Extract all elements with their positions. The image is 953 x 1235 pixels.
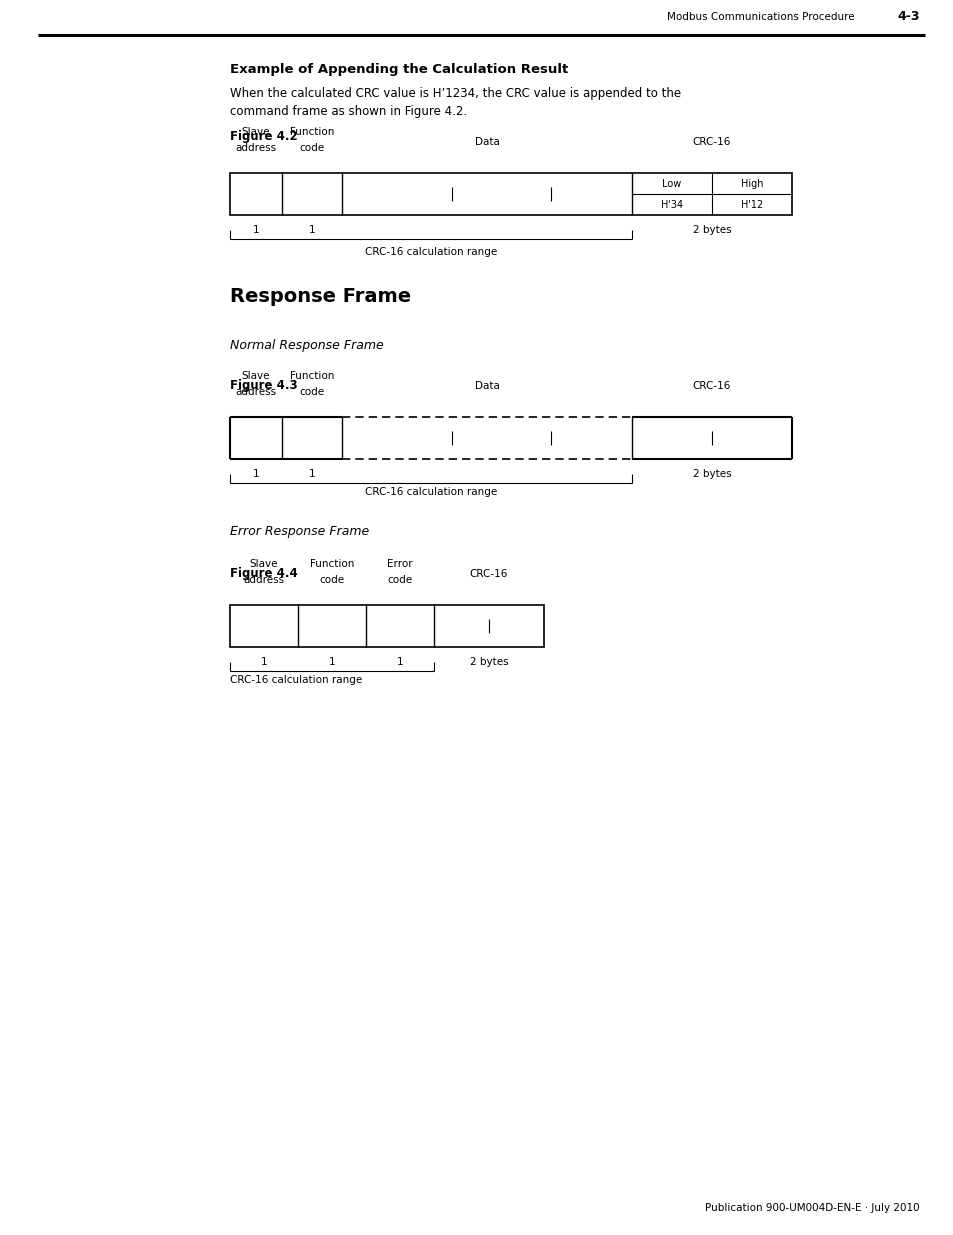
Text: Response Frame: Response Frame xyxy=(230,287,411,306)
Text: address: address xyxy=(235,387,276,396)
Text: Function: Function xyxy=(290,127,334,137)
Bar xyxy=(230,605,543,647)
Text: address: address xyxy=(243,576,284,585)
Text: 1: 1 xyxy=(253,225,259,235)
Text: code: code xyxy=(319,576,344,585)
Bar xyxy=(230,173,791,215)
Text: Function: Function xyxy=(310,559,354,569)
Text: Figure 4.3: Figure 4.3 xyxy=(230,379,297,391)
Text: 2 bytes: 2 bytes xyxy=(692,225,731,235)
Text: Example of Appending the Calculation Result: Example of Appending the Calculation Res… xyxy=(230,63,568,77)
Text: CRC-16 calculation range: CRC-16 calculation range xyxy=(364,247,497,257)
Text: Figure 4.2: Figure 4.2 xyxy=(230,130,297,143)
Text: code: code xyxy=(299,143,324,153)
Text: Function: Function xyxy=(290,370,334,382)
Text: Data: Data xyxy=(474,137,499,147)
Text: CRC-16: CRC-16 xyxy=(692,137,730,147)
Text: Figure 4.4: Figure 4.4 xyxy=(230,567,297,580)
Text: High: High xyxy=(740,179,762,189)
Text: CRC-16: CRC-16 xyxy=(692,382,730,391)
Text: H'34: H'34 xyxy=(660,200,682,210)
Text: 1: 1 xyxy=(329,657,335,667)
Text: Modbus Communications Procedure: Modbus Communications Procedure xyxy=(667,12,854,22)
Text: Error: Error xyxy=(387,559,413,569)
Text: Data: Data xyxy=(474,382,499,391)
Text: 1: 1 xyxy=(309,225,315,235)
Text: Slave: Slave xyxy=(241,370,270,382)
Text: Low: Low xyxy=(661,179,680,189)
Text: 1: 1 xyxy=(260,657,267,667)
Text: code: code xyxy=(299,387,324,396)
Text: Normal Response Frame: Normal Response Frame xyxy=(230,338,383,352)
Text: command frame as shown in Figure 4.2.: command frame as shown in Figure 4.2. xyxy=(230,105,467,119)
Text: 2 bytes: 2 bytes xyxy=(692,469,731,479)
Text: H'12: H'12 xyxy=(740,200,762,210)
Text: Slave: Slave xyxy=(241,127,270,137)
Text: 1: 1 xyxy=(309,469,315,479)
Text: address: address xyxy=(235,143,276,153)
Text: Slave: Slave xyxy=(250,559,278,569)
Text: Publication 900-UM004D-EN-E · July 2010: Publication 900-UM004D-EN-E · July 2010 xyxy=(704,1203,919,1213)
Text: code: code xyxy=(387,576,412,585)
Text: 2 bytes: 2 bytes xyxy=(469,657,508,667)
Text: CRC-16 calculation range: CRC-16 calculation range xyxy=(230,676,362,685)
Text: 4-3: 4-3 xyxy=(897,11,919,23)
Text: 1: 1 xyxy=(253,469,259,479)
Text: When the calculated CRC value is H’1234, the CRC value is appended to the: When the calculated CRC value is H’1234,… xyxy=(230,86,680,100)
Text: CRC-16 calculation range: CRC-16 calculation range xyxy=(364,487,497,496)
Text: Error Response Frame: Error Response Frame xyxy=(230,525,369,538)
Text: 1: 1 xyxy=(396,657,403,667)
Text: CRC-16: CRC-16 xyxy=(469,569,508,579)
